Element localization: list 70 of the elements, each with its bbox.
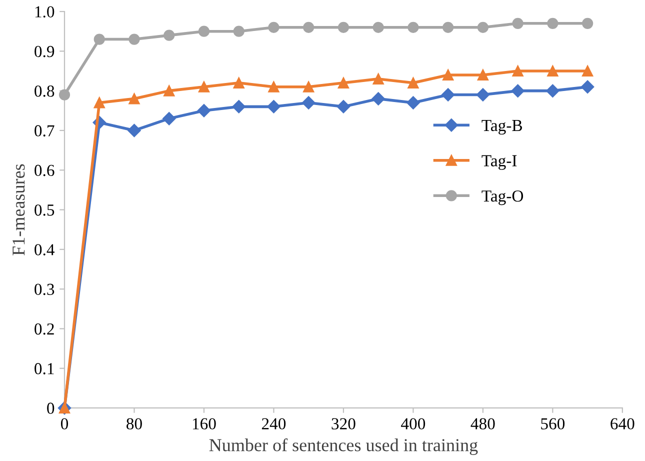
x-tick-label: 320 xyxy=(332,418,356,430)
point xyxy=(547,18,558,29)
point xyxy=(94,97,105,108)
point xyxy=(233,26,244,37)
point xyxy=(303,22,314,33)
point xyxy=(233,77,244,88)
point xyxy=(406,96,420,110)
x-tick-label: 240 xyxy=(262,418,286,430)
x-tick-label: 80 xyxy=(126,418,142,430)
x-tick-label: 640 xyxy=(610,418,634,430)
x-tick-label: 400 xyxy=(401,418,426,430)
x-tick-label: 560 xyxy=(541,418,565,430)
point xyxy=(198,81,210,92)
point xyxy=(128,93,140,104)
point xyxy=(164,85,175,96)
y-axis-title: F1-measures xyxy=(12,164,25,256)
point xyxy=(512,65,524,77)
y-tick-label: 0.3 xyxy=(34,284,54,296)
point xyxy=(580,80,594,94)
point xyxy=(372,22,384,33)
point xyxy=(442,22,454,33)
point xyxy=(338,77,350,88)
y-tick-label: 0.2 xyxy=(34,323,54,335)
y-tick-label: 0.5 xyxy=(34,204,54,216)
point xyxy=(582,65,594,77)
y-tick-label: 0.4 xyxy=(34,244,55,256)
point xyxy=(162,112,176,126)
y-tick-label: 0.6 xyxy=(34,164,54,176)
point xyxy=(164,30,175,41)
point xyxy=(232,100,246,114)
point xyxy=(547,65,558,77)
y-tick-label: 0.1 xyxy=(34,363,54,374)
point xyxy=(408,22,419,33)
point xyxy=(511,84,524,98)
y-tick-label: 1.0 xyxy=(35,6,54,18)
y-tick-label: 0.8 xyxy=(34,86,54,97)
y-tick-label: 0.9 xyxy=(34,46,54,58)
point xyxy=(58,89,70,100)
x-axis-title: Number of sentences used in training xyxy=(209,438,478,455)
legend-label: Tag-B xyxy=(482,120,522,135)
point xyxy=(442,69,454,81)
legend-label: Tag-I xyxy=(482,155,517,170)
point xyxy=(267,100,280,114)
point xyxy=(128,124,141,138)
y-tick-label: 0 xyxy=(47,402,54,414)
point xyxy=(303,81,314,92)
point xyxy=(268,81,280,92)
x-tick-label: 480 xyxy=(470,418,495,430)
point xyxy=(128,34,140,45)
point xyxy=(372,73,384,84)
y-tick-label: 0.7 xyxy=(34,125,54,136)
point xyxy=(476,88,490,102)
x-tick-label: 0 xyxy=(60,418,68,430)
point xyxy=(336,100,350,114)
point xyxy=(408,77,419,88)
point xyxy=(302,96,316,110)
point xyxy=(512,18,524,29)
point xyxy=(94,34,105,45)
point xyxy=(441,88,455,102)
point xyxy=(582,18,594,29)
point xyxy=(197,104,211,118)
legend-label: Tag-O xyxy=(482,190,524,206)
x-tick-label: 160 xyxy=(192,418,216,430)
point xyxy=(477,69,488,81)
point xyxy=(338,22,350,33)
point xyxy=(268,22,280,33)
point xyxy=(372,92,385,106)
point xyxy=(198,26,210,37)
point xyxy=(477,22,488,33)
point xyxy=(546,84,560,98)
